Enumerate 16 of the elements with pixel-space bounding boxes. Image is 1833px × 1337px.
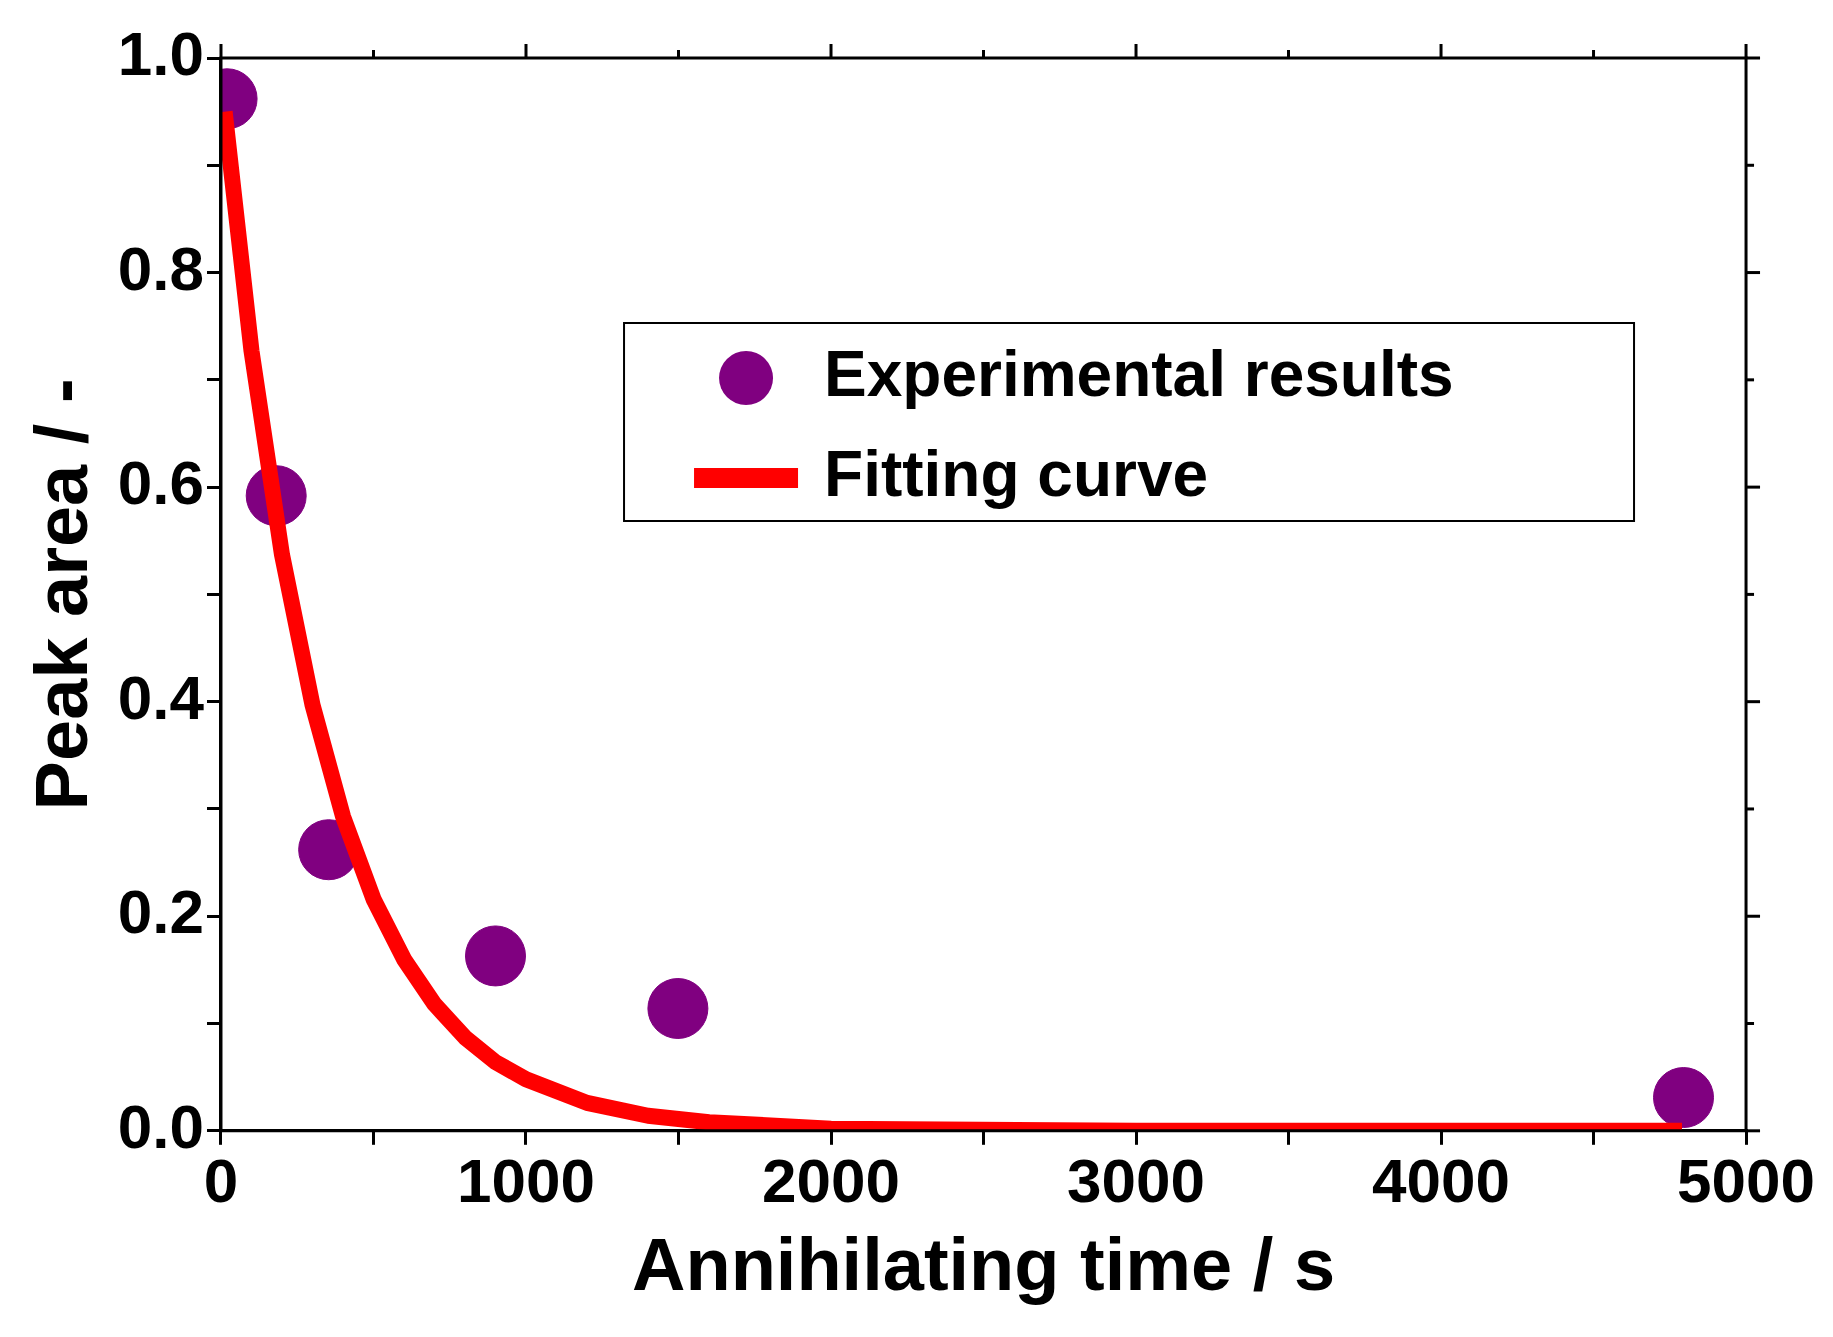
legend-label: Experimental results <box>824 337 1454 410</box>
y-tick-label: 0.2 <box>117 877 204 947</box>
x-tick-label: 0 <box>203 1146 239 1216</box>
legend-label: Fitting curve <box>824 437 1209 510</box>
x-tick-label: 4000 <box>1372 1146 1510 1216</box>
x-tick-label: 5000 <box>1677 1146 1816 1216</box>
y-tick-label: 0.6 <box>117 448 204 518</box>
y-tick-label: 0.8 <box>117 233 204 303</box>
y-axis-title: Peak area / - <box>19 378 103 811</box>
x-axis-title: Annihilating time / s <box>631 1223 1336 1307</box>
x-tick-label: 2000 <box>762 1146 900 1216</box>
y-tick-label: 0.4 <box>117 662 205 732</box>
y-tick-label: 0.0 <box>117 1091 204 1161</box>
x-tick-label: 1000 <box>457 1146 595 1216</box>
x-tick-label: 3000 <box>1067 1146 1205 1216</box>
y-tick-label: 1.0 <box>117 19 204 89</box>
